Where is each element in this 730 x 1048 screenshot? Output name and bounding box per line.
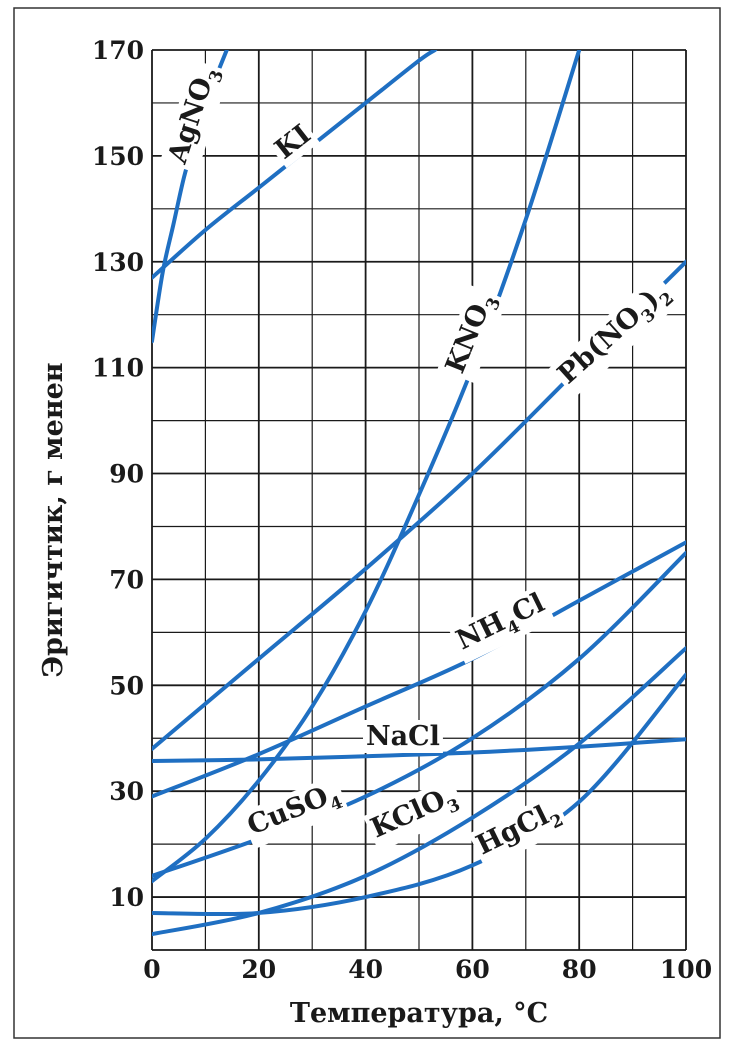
y-axis-label: Эригичтик, г менен — [38, 362, 69, 677]
x-tick-label: 100 — [660, 955, 712, 984]
series-label-background — [239, 774, 350, 850]
y-tick-label: 30 — [109, 777, 144, 806]
series-line-nacl — [152, 737, 686, 763]
series-label-text: KNO3 — [440, 289, 506, 380]
series-line-hgcl2 — [152, 672, 686, 917]
x-tick-label: 40 — [348, 955, 383, 984]
series-label-text: KI — [269, 119, 317, 166]
tick-layer: 0 20 40 60 80 100 10 30 50 70 90 110 130 150 170 — [92, 36, 712, 984]
y-tick-label: 50 — [109, 671, 144, 700]
series-label-pb-no3-2: Pb(NO3)2 — [549, 272, 682, 398]
x-tick-label: 60 — [455, 955, 490, 984]
series-line-kno3 — [152, 50, 582, 884]
y-tick-label: 10 — [109, 883, 144, 912]
y-tick-label: 150 — [92, 142, 144, 171]
y-tick-label: 70 — [109, 565, 144, 594]
outer-frame — [13, 7, 721, 1039]
x-tick-label: 0 — [143, 955, 160, 984]
y-tick-label: 110 — [92, 354, 144, 383]
y-tick-label: 90 — [109, 460, 144, 489]
series-label-background — [266, 116, 320, 169]
series-label-background — [437, 285, 508, 384]
x-tick-label: 80 — [562, 955, 597, 984]
series-label-hgcl2: HgCl2 — [468, 792, 570, 869]
series-label-background — [448, 585, 556, 664]
series-label-background — [363, 720, 443, 753]
y-tick-label: 130 — [92, 248, 144, 277]
x-axis-label: Температура, °С — [290, 998, 548, 1029]
series-label-text: Pb(NO3)2 — [552, 276, 678, 395]
y-tick-label: 170 — [92, 36, 144, 65]
series-label-background — [159, 59, 231, 174]
series-label-background — [549, 272, 682, 398]
series-label-background — [363, 777, 467, 853]
series-label-nh4cl: NH4Cl — [448, 585, 556, 664]
series-label-nacl: NaCl — [363, 720, 443, 753]
series-label-text: NaCl — [366, 721, 440, 752]
series-label-text: AgNO3 — [162, 63, 228, 170]
x-tick-label: 20 — [241, 955, 276, 984]
series-label-background — [468, 792, 570, 869]
